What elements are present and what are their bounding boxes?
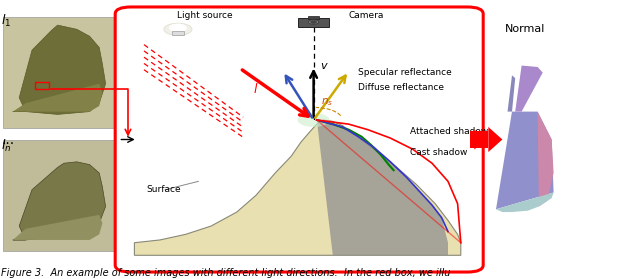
FancyBboxPatch shape [308,16,319,19]
FancyBboxPatch shape [470,131,488,148]
FancyBboxPatch shape [172,31,184,35]
Text: Figure 3.  An example of some images with different light directions.  In the re: Figure 3. An example of some images with… [1,268,451,278]
Polygon shape [508,75,515,112]
Circle shape [164,23,192,35]
Text: Specular reflectance: Specular reflectance [358,68,452,77]
Text: ...: ... [1,133,15,146]
Circle shape [308,20,319,24]
Text: $l_1$: $l_1$ [1,13,12,29]
Polygon shape [13,215,102,240]
FancyBboxPatch shape [3,140,115,251]
Text: $n_s$: $n_s$ [321,96,333,108]
Polygon shape [13,84,102,112]
Polygon shape [13,25,106,114]
Polygon shape [317,120,448,255]
Text: Normal: Normal [504,24,545,34]
FancyBboxPatch shape [3,17,115,128]
Text: $l_n$: $l_n$ [1,138,12,154]
Polygon shape [496,112,554,209]
Circle shape [311,21,316,23]
Text: Camera: Camera [349,11,384,20]
FancyBboxPatch shape [298,18,329,27]
Circle shape [170,24,186,32]
Polygon shape [538,112,554,206]
Text: $\mathit{l}$: $\mathit{l}$ [253,82,259,96]
Text: Attached shadow: Attached shadow [410,127,488,136]
Text: Cast shadow: Cast shadow [410,148,467,157]
Text: Light source: Light source [177,11,232,20]
Text: Surface: Surface [146,185,180,194]
FancyBboxPatch shape [115,7,483,272]
Polygon shape [496,193,554,212]
Polygon shape [13,162,106,240]
Polygon shape [134,120,461,255]
Text: $\mathit{v}$: $\mathit{v}$ [320,61,329,71]
Polygon shape [515,66,543,112]
Polygon shape [488,127,502,152]
Text: Diffuse reflectance: Diffuse reflectance [358,83,444,92]
Circle shape [298,113,330,127]
